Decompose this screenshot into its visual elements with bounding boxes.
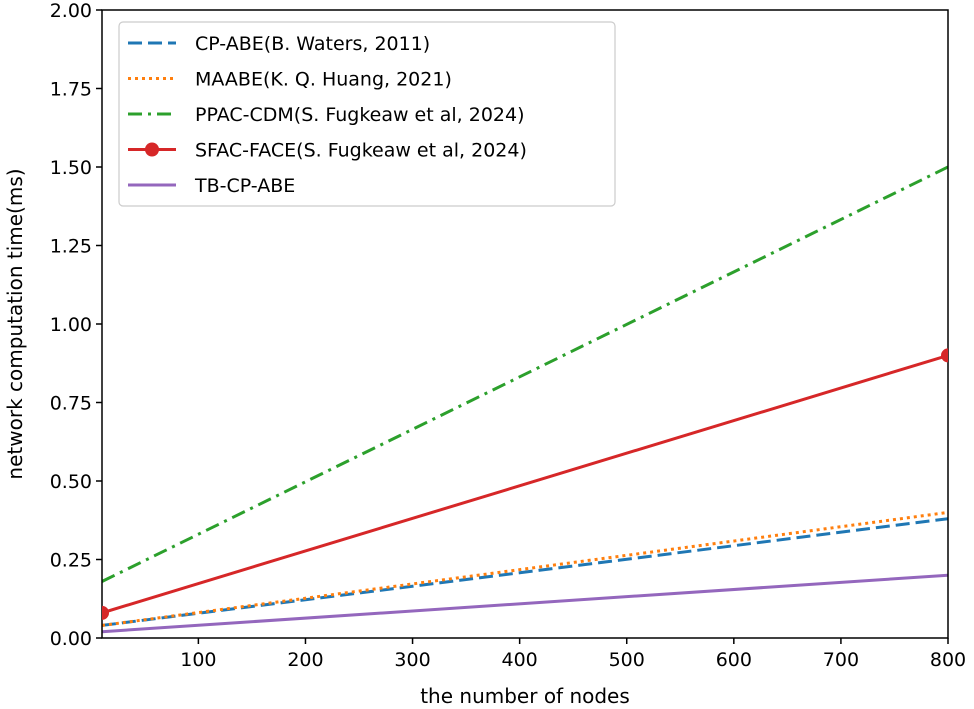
x-axis: 100 200 300 400 500 600 700 800 — [180, 638, 966, 671]
x-tick-label: 500 — [609, 649, 645, 671]
y-axis: 0.00 0.25 0.50 0.75 1.00 1.25 1.50 1.75 2.00 — [50, 0, 102, 650]
y-tick-label: 0.75 — [50, 393, 92, 415]
series-line-3 — [102, 165, 948, 583]
series-4-point — [102, 605, 109, 620]
y-tick-label: 0.00 — [50, 628, 92, 650]
series-4-point — [941, 348, 948, 363]
x-tick-label: 800 — [930, 649, 966, 671]
legend-marker-4 — [145, 142, 159, 157]
y-tick-label: 1.25 — [50, 236, 92, 258]
x-tick-label: 400 — [502, 649, 538, 671]
legend-label-5: TB-CP-ABE — [194, 175, 295, 197]
series-line-2 — [102, 510, 948, 627]
y-tick-label: 1.75 — [50, 79, 92, 101]
y-axis-label: network computation time(ms) — [3, 168, 27, 479]
legend-label-4: SFAC-FACE(S. Fugkeaw et al, 2024) — [195, 140, 527, 162]
legend-label-1: CP-ABE(B. Waters, 2011) — [195, 33, 430, 55]
x-tick-label: 200 — [287, 649, 323, 671]
y-tick-label: 0.25 — [50, 550, 92, 572]
series-line-4 — [102, 353, 948, 615]
y-tick-label: 0.50 — [50, 471, 92, 493]
x-tick-label: 700 — [823, 649, 859, 671]
y-tick-label: 1.00 — [50, 314, 92, 336]
legend-box — [118, 21, 616, 207]
series-line-5 — [102, 573, 948, 634]
x-axis-label: the number of nodes — [420, 684, 630, 708]
x-tick-label: 100 — [180, 649, 216, 671]
y-tick-label: 1.50 — [50, 157, 92, 179]
legend-label-2: MAABE(K. Q. Huang, 2021) — [195, 69, 452, 91]
x-tick-label: 600 — [716, 649, 752, 671]
legend: CP-ABE(B. Waters, 2011) MAABE(K. Q. Huang… — [118, 21, 616, 207]
y-tick-label: 2.00 — [50, 0, 92, 22]
x-tick-label: 300 — [394, 649, 430, 671]
legend-label-3: PPAC-CDM(S. Fugkeaw et al, 2024) — [195, 104, 525, 126]
